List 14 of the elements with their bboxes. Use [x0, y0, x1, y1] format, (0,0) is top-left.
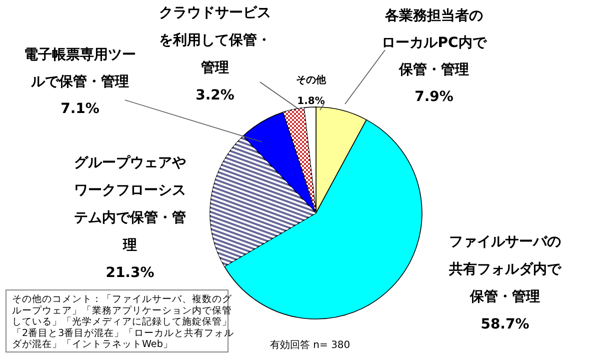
slice-label: その他 [296, 74, 327, 86]
slice-label: 電子帳票専用ツールで保管・管理 [24, 47, 136, 90]
slice-label: ファイルサーバの共有フォルダ内で保管・管理 [448, 234, 562, 305]
data-label: 7.1% [60, 101, 100, 117]
slice-label: 各業務担当者のローカルPC内で保管・管理 [382, 8, 488, 78]
data-label: 3.2% [196, 88, 234, 104]
slice-label: グループウェアやワークフローシステム内で保管・管理 [74, 154, 186, 254]
data-label: 58.7% [480, 316, 530, 332]
text: 有効回答 n= 380 [270, 339, 350, 351]
data-label: 7.9% [414, 89, 454, 105]
data-label: 21.3% [106, 265, 154, 281]
slice-label: クラウドサービスを利用して保管・管理 [159, 5, 271, 76]
text: その他のコメント：「ファイルサーバ、複数のグループウェア」「業務アプリケーション内で保管している」「光学メディアに記録して施錠保管」「2番目と3番目が混在」「ローカルと共有フォルダが混在」「イントラネットWeb」 [12, 293, 234, 350]
data-label: 1.8% [297, 96, 325, 107]
